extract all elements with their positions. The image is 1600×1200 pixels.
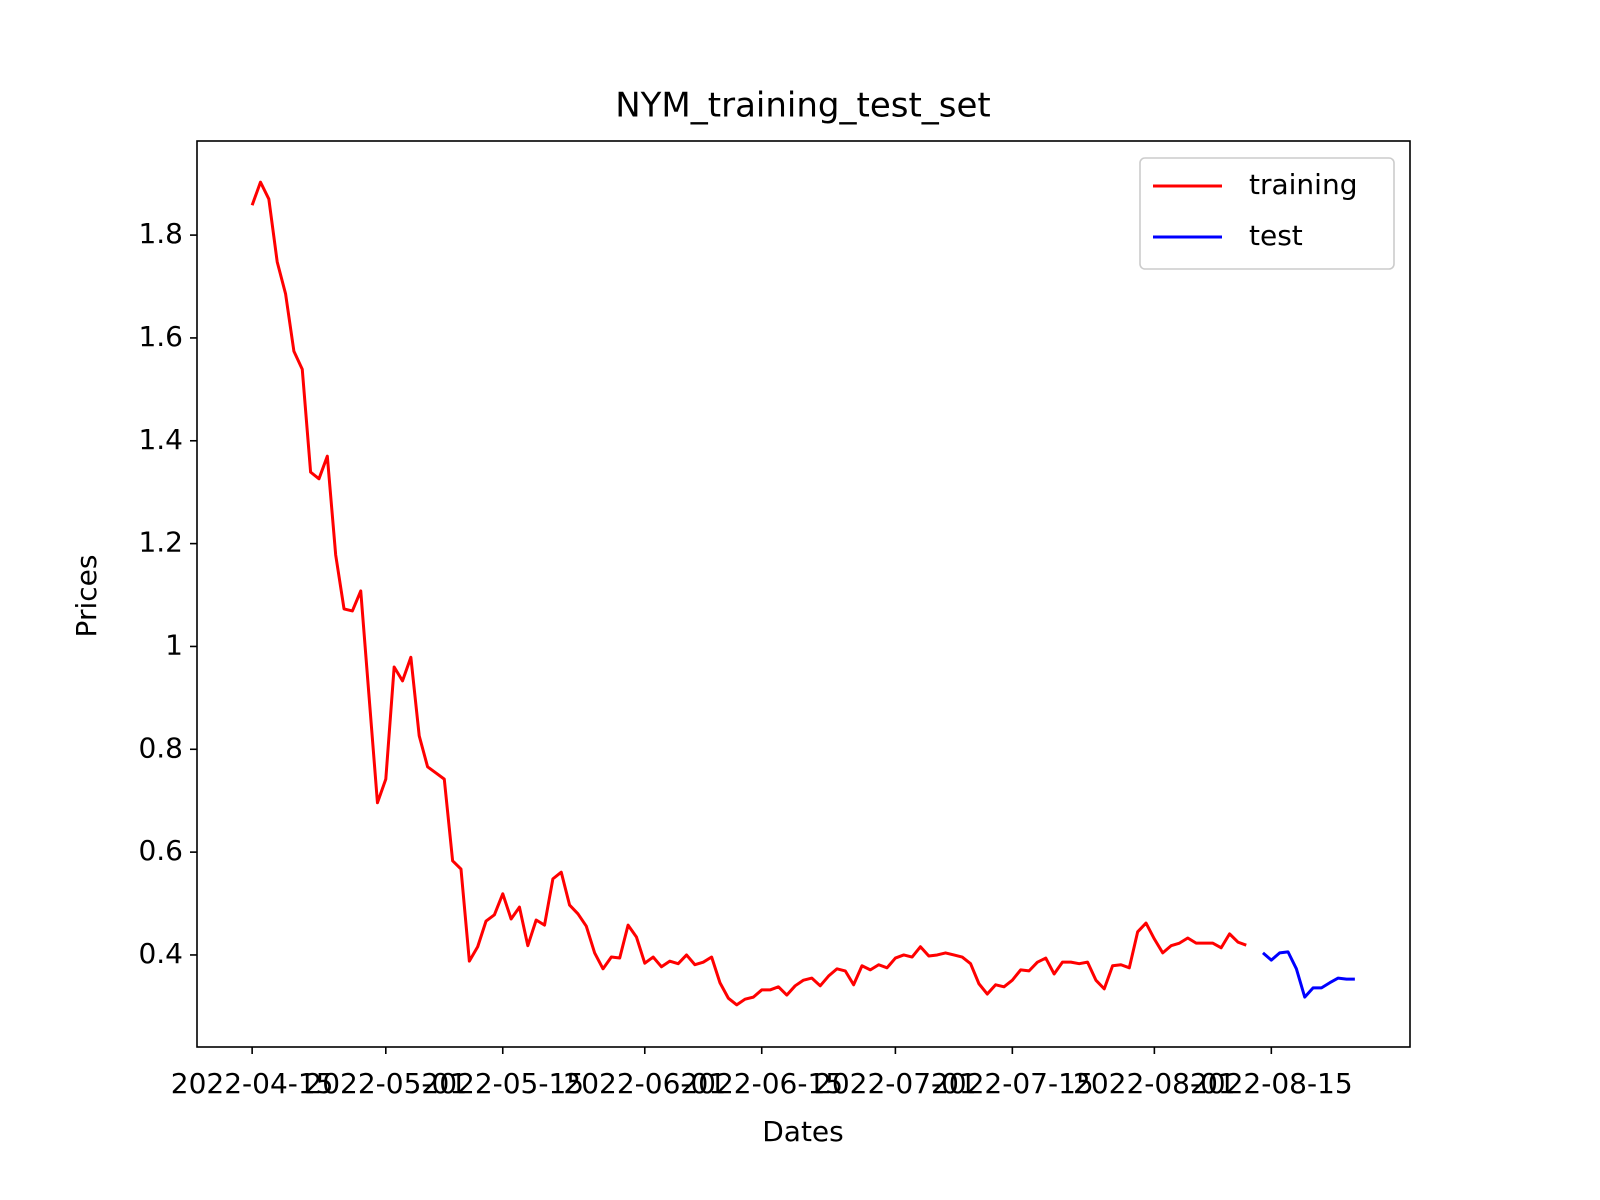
y-axis-label: Prices <box>70 555 103 638</box>
chart-title: NYM_training_test_set <box>615 86 991 126</box>
x-tick-label: 2022-07-15 <box>931 1067 1094 1100</box>
y-tick-label: 0.4 <box>138 937 183 970</box>
x-tick-label: 2022-06-01 <box>563 1067 726 1100</box>
x-axis-label: Dates <box>762 1115 844 1148</box>
y-tick-label: 0.8 <box>138 731 183 764</box>
line-series <box>250 180 1247 1007</box>
x-tick-label: 2022-06-15 <box>680 1067 843 1100</box>
y-tick-label: 1.4 <box>138 423 183 456</box>
y-tick-label: 1.8 <box>138 217 183 250</box>
x-tick-label: 2022-04-15 <box>171 1067 334 1100</box>
x-tick-label: 2022-07-01 <box>814 1067 977 1100</box>
y-tick-label: 0.6 <box>138 834 183 867</box>
x-tick-label: 2022-05-15 <box>421 1067 584 1100</box>
line-series <box>1261 950 1355 999</box>
plot-frame <box>196 140 1411 1048</box>
x-tick-label: 2022-08-15 <box>1190 1067 1353 1100</box>
y-tick-label: 1 <box>165 628 183 661</box>
y-tick-label: 1.6 <box>138 320 183 353</box>
x-tick-label: 2022-05-01 <box>304 1067 467 1100</box>
legend-label: test <box>1249 219 1303 252</box>
x-tick-label: 2022-08-01 <box>1073 1067 1236 1100</box>
y-tick-label: 1.2 <box>138 526 183 559</box>
legend-label: training <box>1249 168 1357 201</box>
